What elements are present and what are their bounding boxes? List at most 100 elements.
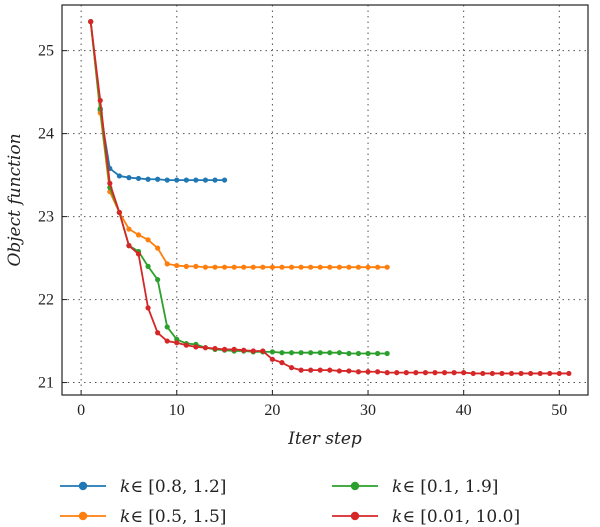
- data-point: [384, 264, 390, 270]
- legend-label: k∈ [0.8, 1.2]: [120, 477, 226, 497]
- data-point: [135, 251, 142, 257]
- data-point: [174, 177, 180, 183]
- data-point: [346, 368, 352, 374]
- legend-item: k∈ [0.01, 10.0]: [332, 507, 520, 527]
- data-point: [250, 264, 256, 270]
- data-point: [365, 369, 371, 375]
- data-point: [537, 370, 543, 377]
- legend-label: k∈ [0.5, 1.5]: [120, 507, 226, 527]
- data-point: [260, 264, 266, 270]
- data-point: [298, 264, 304, 270]
- legend-marker: [78, 511, 88, 521]
- legend-marker: [350, 511, 360, 521]
- data-point: [212, 177, 218, 183]
- plot-frame: [61, 4, 589, 396]
- data-point: [269, 356, 275, 362]
- data-point: [126, 226, 132, 232]
- data-point: [327, 367, 333, 373]
- data-point: [155, 245, 161, 251]
- data-point: [317, 367, 323, 373]
- legend-item: k∈ [0.1, 1.9]: [332, 477, 498, 497]
- data-point: [336, 350, 342, 356]
- legend: k∈ [0.8, 1.2]k∈ [0.5, 1.5]k∈ [0.1, 1.9]k…: [60, 477, 520, 527]
- data-point: [202, 264, 209, 270]
- data-point: [279, 360, 285, 366]
- data-point: [231, 264, 237, 270]
- data-point: [375, 369, 381, 375]
- data-point: [375, 264, 381, 270]
- data-point: [212, 345, 218, 352]
- legend-item: k∈ [0.8, 1.2]: [60, 477, 226, 497]
- series-line: [89, 21, 225, 181]
- x-tick-label: 0: [77, 402, 85, 419]
- data-point: [422, 370, 429, 376]
- data-point: [518, 370, 524, 377]
- legend-label: k∈ [0.01, 10.0]: [392, 507, 520, 527]
- data-point: [489, 370, 495, 377]
- data-point: [346, 264, 352, 270]
- data-point: [413, 370, 419, 376]
- data-point: [317, 350, 323, 356]
- x-tick-label: 10: [169, 402, 185, 419]
- data-point: [126, 243, 132, 249]
- data-point: [384, 370, 390, 376]
- data-point: [308, 264, 314, 270]
- data-point: [107, 180, 113, 186]
- data-point: [164, 177, 170, 183]
- grid: [62, 5, 588, 395]
- series-4: [88, 19, 572, 377]
- data-point: [298, 350, 304, 356]
- data-point: [327, 350, 333, 356]
- series-line: [89, 21, 388, 355]
- data-point: [288, 365, 295, 371]
- data-point: [145, 237, 151, 243]
- axis-ticks: 0 10 20 30 40 50 21 22 23 24 25: [38, 43, 567, 419]
- data-point: [566, 370, 572, 377]
- data-point: [556, 370, 562, 377]
- data-point: [221, 264, 228, 270]
- data-point: [470, 370, 476, 377]
- data-point: [461, 370, 467, 376]
- data-point: [308, 350, 314, 356]
- y-tick-label: 21: [38, 375, 54, 392]
- legend-label-range: ∈ [0.1, 1.9]: [402, 477, 498, 497]
- data-point: [365, 264, 371, 270]
- y-tick-label: 22: [38, 292, 54, 309]
- data-point: [155, 277, 161, 283]
- y-tick-label: 25: [38, 43, 54, 60]
- legend-item: k∈ [0.5, 1.5]: [60, 507, 226, 527]
- data-point: [135, 175, 142, 182]
- data-point: [269, 349, 275, 355]
- data-point: [212, 264, 218, 270]
- data-point: [241, 347, 247, 353]
- data-point: [221, 177, 228, 183]
- data-point: [317, 264, 323, 270]
- data-point: [221, 346, 228, 352]
- data-point: [145, 263, 151, 269]
- legend-label-range: ∈ [0.5, 1.5]: [130, 507, 226, 527]
- x-tick-label: 30: [360, 402, 376, 419]
- data-point: [193, 177, 199, 183]
- series-line: [89, 21, 569, 375]
- data-point: [394, 370, 400, 376]
- data-point: [499, 370, 505, 377]
- data-point: [164, 338, 170, 344]
- legend-marker: [78, 481, 88, 491]
- data-point: [183, 177, 189, 183]
- series-group: [88, 19, 572, 377]
- legend-label-k: k: [120, 507, 130, 527]
- data-point: [155, 330, 161, 336]
- x-tick-label: 50: [551, 402, 567, 419]
- data-point: [432, 370, 438, 376]
- x-axis-title: Iter step: [287, 429, 362, 449]
- data-point: [126, 175, 132, 181]
- data-point: [193, 263, 199, 269]
- y-tick-label: 23: [38, 209, 54, 226]
- data-point: [174, 340, 180, 346]
- legend-label: k∈ [0.1, 1.9]: [392, 477, 498, 497]
- data-point: [97, 97, 103, 104]
- data-point: [365, 350, 371, 357]
- data-point: [241, 264, 247, 270]
